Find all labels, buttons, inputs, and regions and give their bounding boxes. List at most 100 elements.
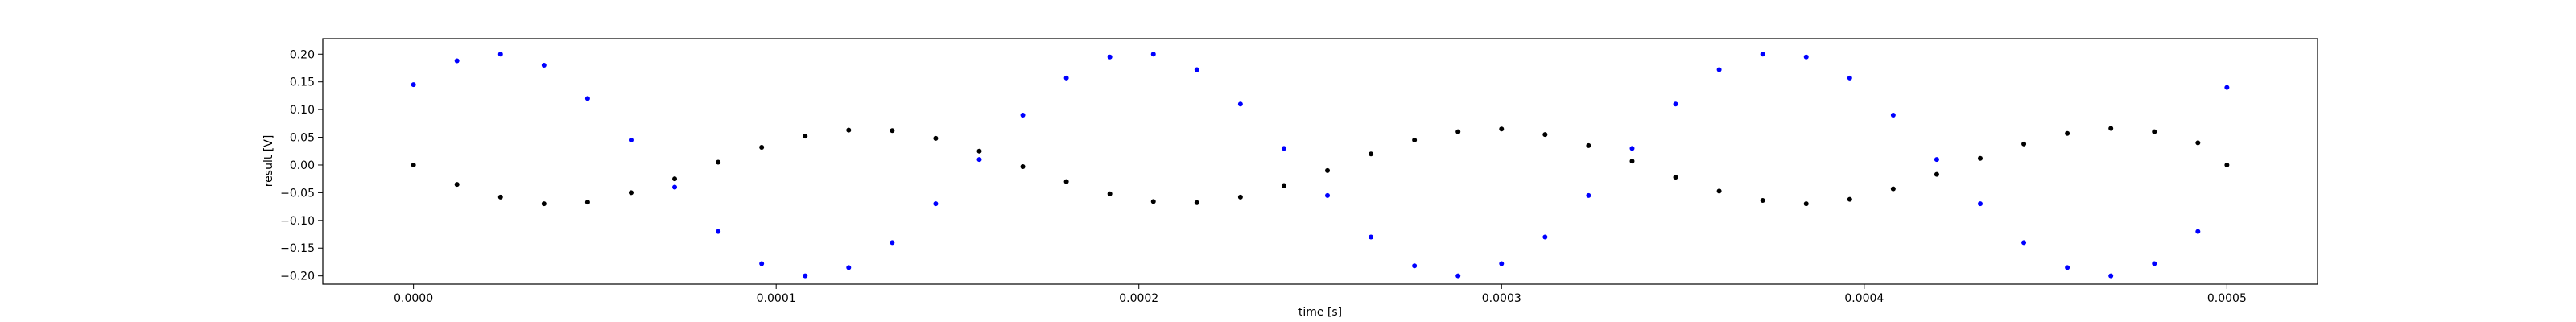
data-point bbox=[2065, 265, 2070, 270]
data-point bbox=[1281, 146, 1286, 151]
data-point bbox=[411, 82, 416, 88]
data-point bbox=[454, 58, 460, 64]
data-point bbox=[1847, 196, 1852, 202]
data-point bbox=[1020, 113, 1026, 118]
data-point bbox=[672, 176, 678, 182]
data-point bbox=[1803, 201, 1809, 207]
data-point bbox=[2021, 240, 2027, 246]
data-point bbox=[1629, 159, 1635, 164]
data-point bbox=[846, 265, 852, 270]
data-point bbox=[1977, 201, 1983, 207]
data-point bbox=[1629, 146, 1635, 151]
y-tick-label: 0.20 bbox=[290, 48, 315, 61]
data-point bbox=[1586, 192, 1591, 198]
y-tick-label: −0.15 bbox=[280, 242, 315, 255]
y-tick-label: −0.10 bbox=[280, 215, 315, 228]
data-point bbox=[2224, 162, 2230, 167]
data-point bbox=[1194, 200, 1199, 205]
data-point bbox=[1107, 191, 1113, 196]
data-point bbox=[846, 127, 852, 133]
data-point bbox=[1281, 183, 1286, 188]
data-point bbox=[1760, 198, 1765, 204]
data-point bbox=[1890, 186, 1896, 192]
series-layer bbox=[411, 52, 2230, 279]
data-point bbox=[1542, 234, 1548, 240]
data-point bbox=[1237, 194, 1243, 200]
data-point bbox=[497, 52, 503, 57]
data-point bbox=[584, 96, 590, 101]
series-1 bbox=[411, 126, 2230, 207]
series-0 bbox=[411, 52, 2230, 279]
data-point bbox=[2195, 140, 2201, 146]
x-tick-label: 0.0004 bbox=[1844, 292, 1884, 305]
data-point bbox=[1412, 263, 1418, 269]
data-point bbox=[1760, 52, 1765, 57]
data-point bbox=[1150, 52, 1156, 57]
data-point bbox=[1673, 101, 1678, 107]
x-axis: 0.0000 0.0001 0.0002 0.0003 0.0004 0.0005 bbox=[394, 284, 2247, 305]
data-point bbox=[716, 159, 721, 165]
data-point bbox=[628, 190, 634, 196]
y-axis: −0.20 −0.15 −0.10 −0.05 0.00 0.05 0.10 0.15 0.20 bbox=[280, 48, 323, 283]
data-point bbox=[1455, 129, 1461, 134]
data-point bbox=[411, 162, 416, 167]
y-tick-label: −0.20 bbox=[280, 270, 315, 283]
data-point bbox=[1934, 171, 1939, 177]
data-point bbox=[1934, 157, 1939, 163]
data-point bbox=[541, 201, 547, 207]
y-tick-label: 0.05 bbox=[290, 132, 315, 145]
data-point bbox=[1325, 192, 1331, 198]
data-point bbox=[1063, 179, 1069, 184]
data-point bbox=[2108, 273, 2114, 279]
data-point bbox=[933, 201, 939, 207]
data-point bbox=[628, 137, 634, 142]
data-point bbox=[1673, 175, 1678, 180]
data-point bbox=[2152, 129, 2157, 134]
data-point bbox=[1368, 151, 1374, 157]
data-point bbox=[890, 240, 895, 246]
data-point bbox=[976, 148, 982, 154]
data-point bbox=[1063, 75, 1069, 80]
x-axis-label: time [s] bbox=[1298, 306, 1342, 319]
data-point bbox=[759, 144, 765, 150]
y-tick-label: 0.15 bbox=[290, 76, 315, 89]
data-point bbox=[2065, 130, 2070, 136]
data-point bbox=[584, 200, 590, 205]
data-point bbox=[497, 194, 503, 200]
data-point bbox=[1586, 142, 1591, 148]
data-point bbox=[1847, 75, 1852, 80]
y-axis-label: result [V] bbox=[262, 135, 275, 188]
data-point bbox=[1237, 101, 1243, 107]
y-tick-label: 0.10 bbox=[290, 104, 315, 117]
data-point bbox=[1977, 155, 1983, 161]
data-point bbox=[1499, 126, 1505, 132]
x-tick-label: 0.0000 bbox=[394, 292, 433, 305]
data-point bbox=[1803, 54, 1809, 60]
x-tick-label: 0.0003 bbox=[1482, 292, 1521, 305]
data-point bbox=[1020, 164, 1026, 170]
data-point bbox=[1499, 261, 1505, 266]
data-point bbox=[759, 261, 765, 266]
data-point bbox=[2021, 141, 2027, 147]
data-point bbox=[716, 229, 721, 234]
data-point bbox=[1325, 167, 1331, 173]
data-point bbox=[672, 184, 678, 190]
data-point bbox=[890, 128, 895, 134]
data-point bbox=[2224, 85, 2230, 90]
data-point bbox=[803, 273, 808, 279]
data-point bbox=[1107, 54, 1113, 60]
data-point bbox=[2152, 261, 2157, 266]
data-point bbox=[1150, 199, 1156, 204]
data-point bbox=[1455, 273, 1461, 279]
data-point bbox=[1194, 67, 1199, 72]
data-point bbox=[933, 135, 939, 141]
data-point bbox=[541, 63, 547, 68]
plot-frame bbox=[322, 38, 2318, 285]
data-point bbox=[2108, 126, 2114, 131]
data-point bbox=[976, 157, 982, 163]
y-tick-label: −0.05 bbox=[280, 187, 315, 200]
x-tick-label: 0.0005 bbox=[2207, 292, 2247, 305]
data-point bbox=[803, 134, 808, 139]
